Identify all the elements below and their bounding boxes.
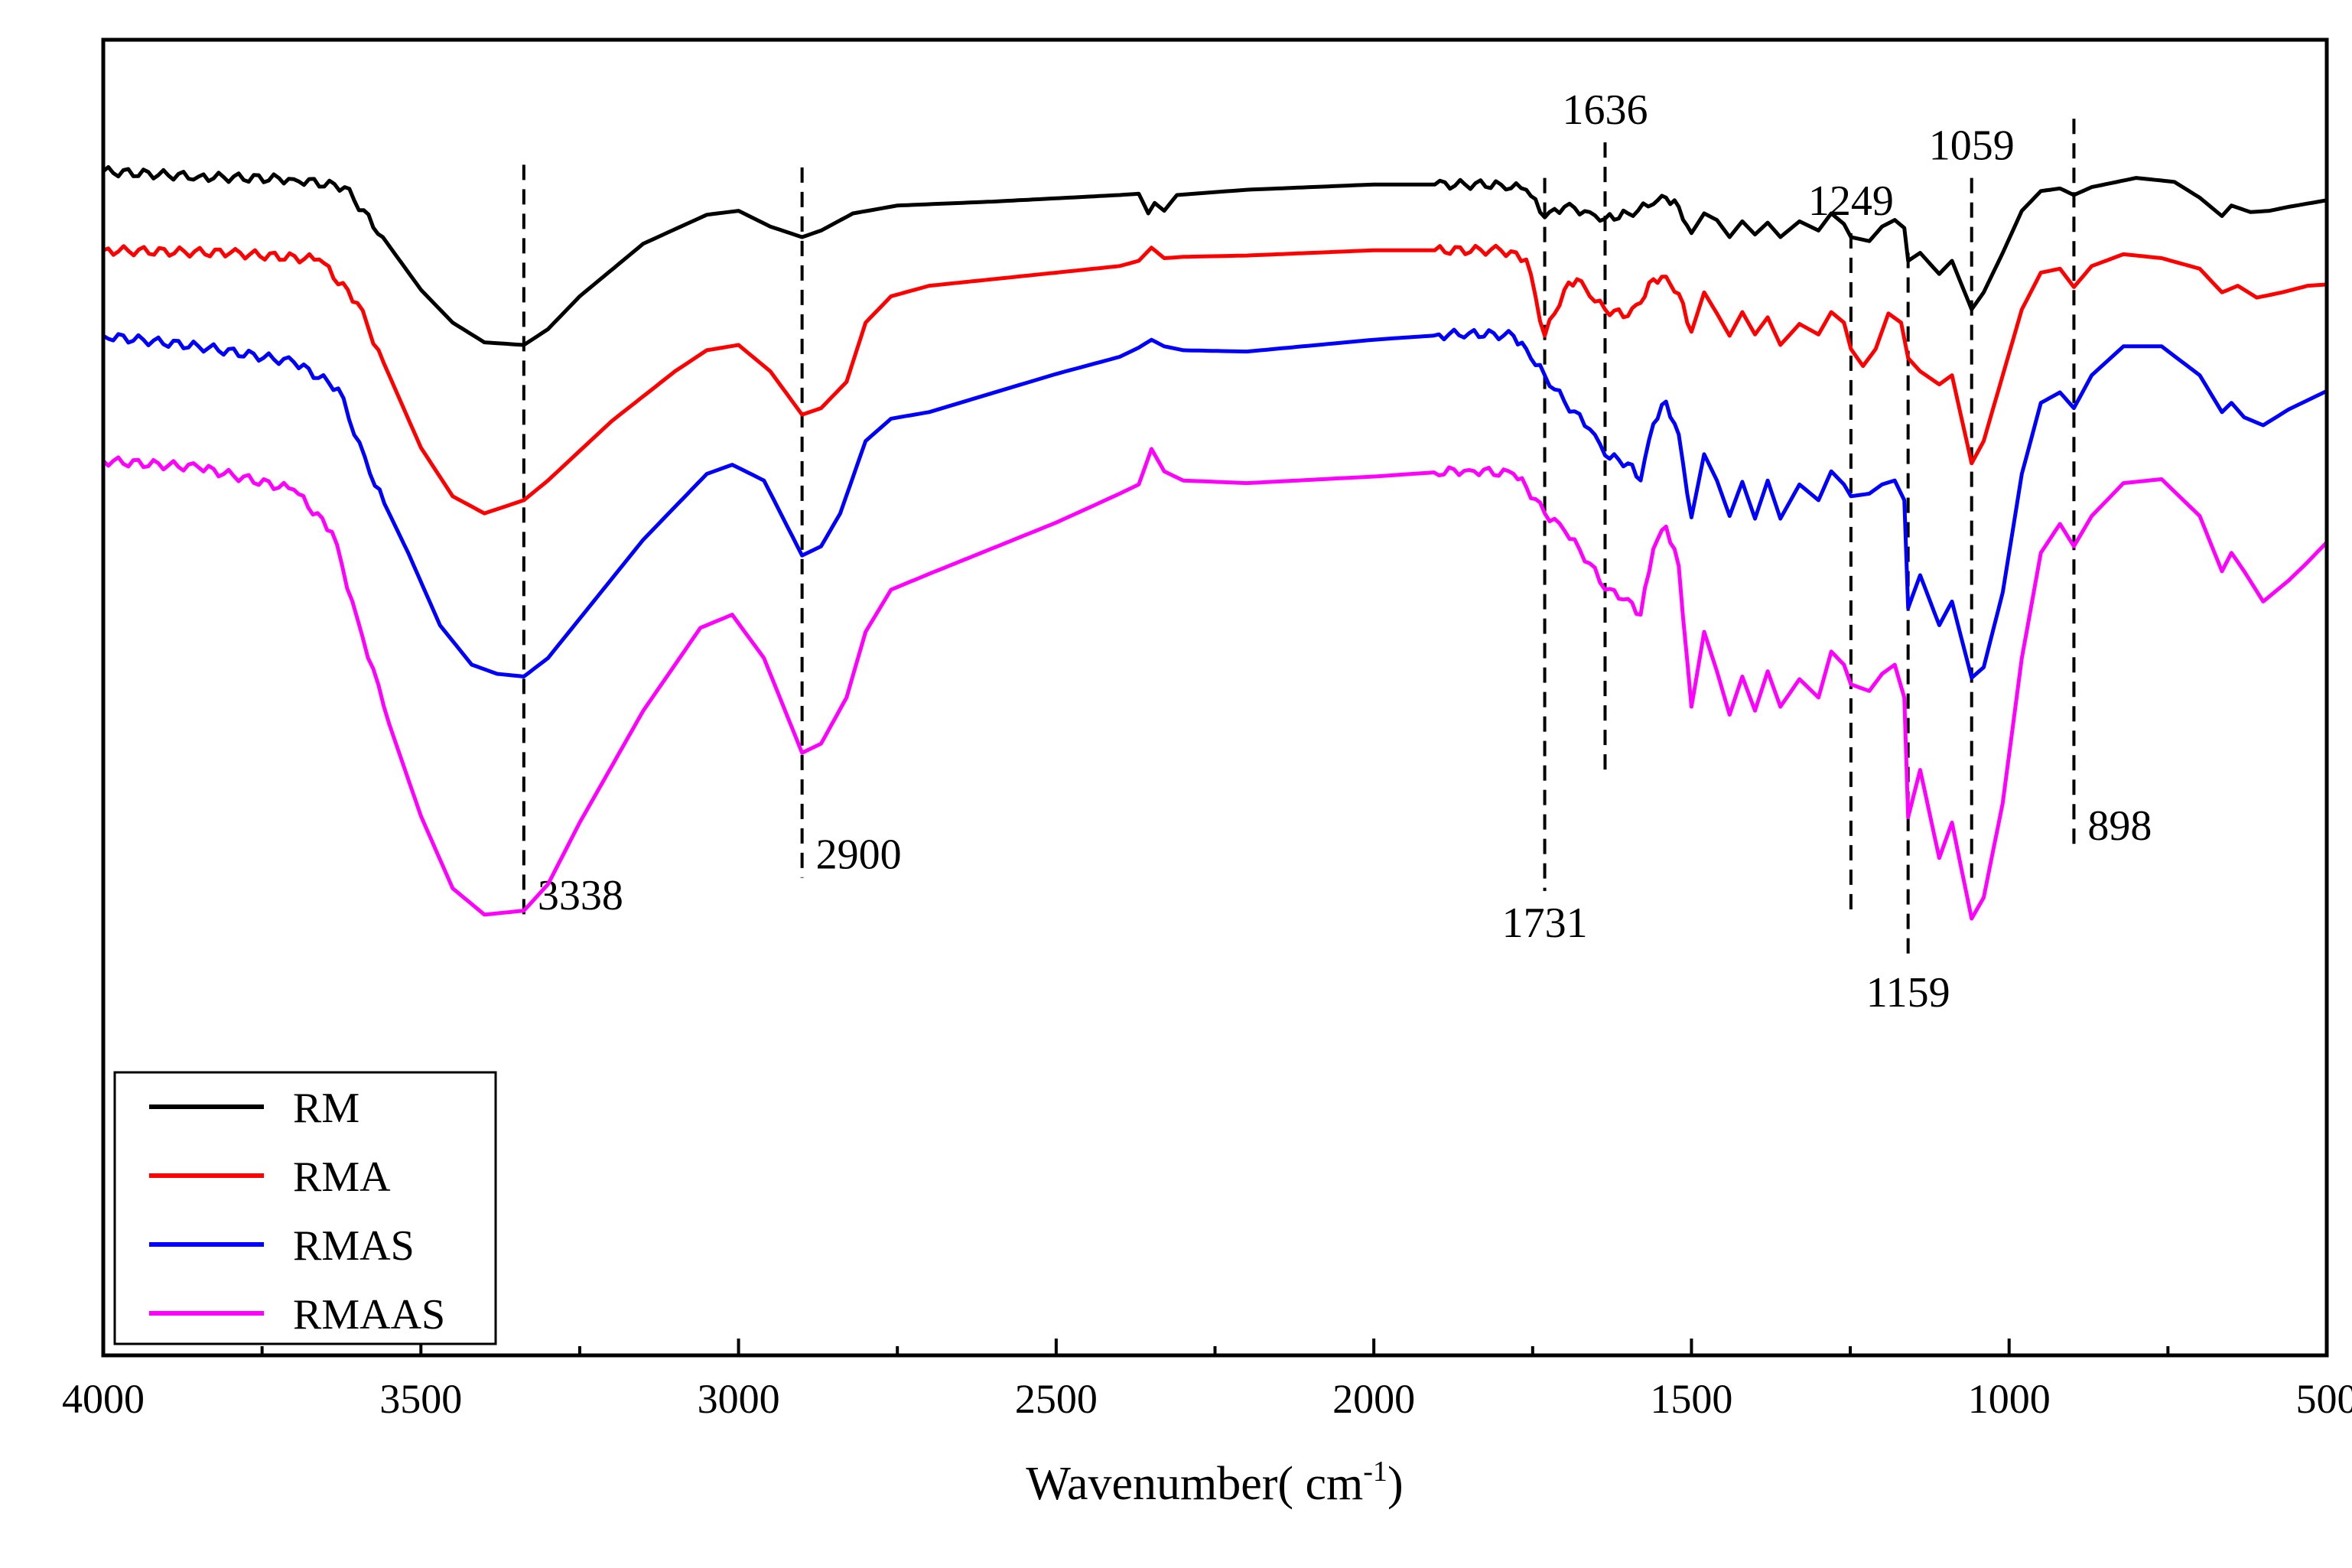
- series-line-rmas: [102, 327, 2328, 680]
- series-line-rmaas: [102, 447, 2328, 921]
- legend-label-rmas: RMAS: [293, 1222, 415, 1270]
- x-axis-title-text: Wavenumber( cm: [1026, 1458, 1363, 1510]
- peak-label-1059: 1059: [1929, 122, 2015, 170]
- x-tick-label-3500: 3500: [379, 1376, 462, 1422]
- x-tick-label-2500: 2500: [1015, 1376, 1098, 1422]
- x-axis-title: Wavenumber( cm-1): [1026, 1456, 1403, 1510]
- x-tick-label-500: 500: [2296, 1376, 2352, 1422]
- x-tick-label-4000: 4000: [62, 1376, 145, 1422]
- x-axis-title-superscript: -1: [1363, 1456, 1387, 1488]
- series-line-rm: [102, 164, 2328, 347]
- legend-label-rm: RM: [293, 1085, 359, 1132]
- legend: RM RMA RMAS RMAAS: [113, 1071, 497, 1345]
- legend-box: [113, 1071, 497, 1345]
- x-tick-label-1500: 1500: [1650, 1376, 1732, 1422]
- legend-label-rma: RMA: [293, 1153, 391, 1201]
- series-line-rma: [102, 243, 2328, 516]
- x-tick-label-2000: 2000: [1332, 1376, 1415, 1422]
- peak-label-1731: 1731: [1502, 899, 1588, 947]
- x-axis-ticks: 4000 3500 3000 2500 2000 1500 1000 500: [62, 1339, 2352, 1422]
- peak-label-1159: 1159: [1866, 969, 1950, 1017]
- x-axis-title-close: ): [1387, 1458, 1404, 1510]
- peak-label-2900: 2900: [816, 831, 902, 879]
- peak-label-1249: 1249: [1808, 177, 1894, 225]
- x-tick-label-1000: 1000: [1968, 1376, 2051, 1422]
- peak-label-1636: 1636: [1562, 86, 1648, 134]
- legend-label-rmaas: RMAAS: [293, 1291, 445, 1339]
- peak-label-898: 898: [2087, 802, 2152, 850]
- x-tick-label-3000: 3000: [698, 1376, 780, 1422]
